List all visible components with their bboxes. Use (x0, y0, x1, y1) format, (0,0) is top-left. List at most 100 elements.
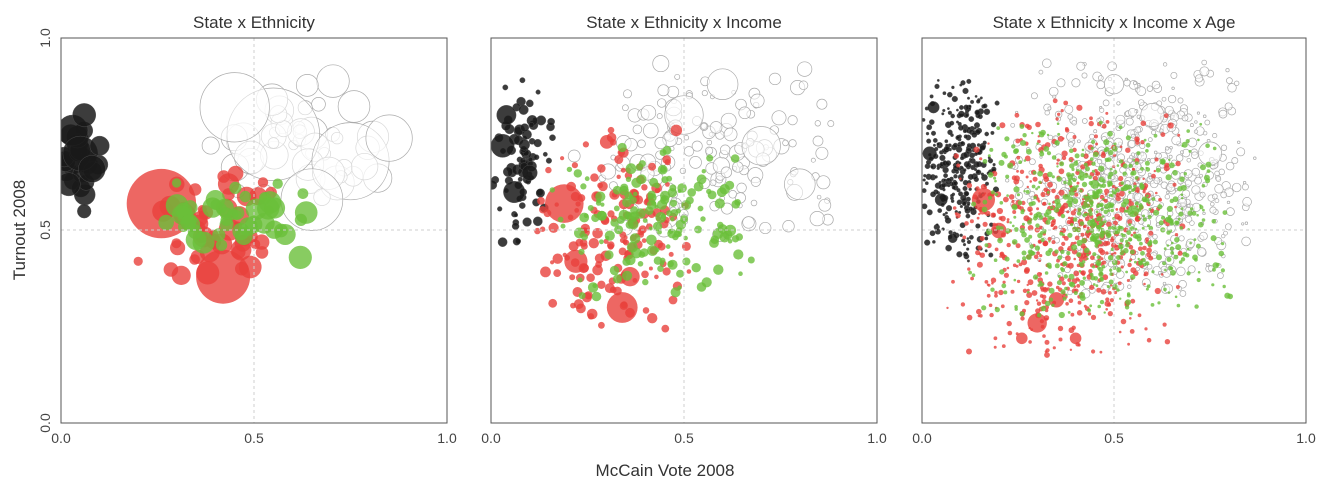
panel-3-series-2-point-474 (1067, 248, 1070, 251)
panel-3-series-4-point-100 (1151, 80, 1161, 90)
panel-3-series-4-point-518 (1214, 237, 1223, 246)
panel-3-series-3-point-552 (1108, 181, 1113, 187)
panel-3-series-3-point-562 (1178, 211, 1184, 217)
panel-3-series-4-point-381 (1176, 266, 1186, 276)
panel-3-series-3-point-194 (1185, 139, 1190, 144)
panel-3-series-3-point-513 (1186, 129, 1190, 133)
panel-3-series-4-point-10 (1149, 157, 1156, 164)
panel-3-series-2-point-511 (1001, 344, 1006, 348)
panel-3-series-1-point-184 (945, 244, 952, 252)
panel-3-series-3-point-377 (1062, 261, 1068, 267)
panel-3-series-3-point-483 (1194, 257, 1198, 262)
panel-3-series-2-point-422 (970, 276, 974, 281)
panel-3-series-2-point-295 (1062, 137, 1065, 140)
panel-2-series-4-point-119 (623, 89, 632, 99)
panel-3-series-4-point-83 (1147, 158, 1151, 162)
panel-3-series-4-point-373 (1194, 120, 1198, 124)
panel-3-series-3-point-332 (1128, 163, 1133, 168)
panel-3-series-4-point-583 (1096, 158, 1103, 165)
panel-3-series-3-point-186 (1013, 215, 1017, 219)
panel-1-series-3-point-31 (253, 212, 275, 234)
panel-3-series-1-point-216 (935, 223, 939, 227)
panel-2-series-1-point-71 (497, 206, 503, 212)
panel-3-series-2-point-256 (952, 206, 957, 210)
panel-3-series-2-point-243 (1163, 113, 1169, 119)
panel-3-series-1-point-292 (950, 196, 954, 201)
panel-2-series-3-point-137 (595, 191, 606, 202)
panel-3-series-1-point-249 (944, 146, 950, 151)
panel-2-series-3-point-100 (653, 256, 663, 265)
panel-3-series-3-point-557 (1084, 166, 1090, 172)
panel-3-series-1-point-196 (988, 252, 994, 258)
panel-3-series-3-point-85 (1197, 138, 1200, 142)
panel-3-series-3-point-325 (1108, 171, 1114, 177)
panel-3-series-2-point-310 (1167, 122, 1174, 129)
panel-2-series-2-point-49 (582, 141, 590, 148)
panel-3-series-3-point-362 (1081, 204, 1087, 210)
panel-3-series-2-point-533 (1016, 169, 1019, 173)
panel-2-series-3-point-26 (560, 223, 566, 229)
panel-3-series-3-point-110 (1040, 237, 1045, 243)
panel-3-series-1-point-101 (965, 213, 971, 219)
panel-3-series-4-point-336 (1042, 58, 1052, 69)
panel-3-series-4-point-563 (1071, 120, 1077, 126)
panel-3-series-2-point-417 (1126, 279, 1130, 282)
panel-3-series-4-point-490 (1179, 290, 1187, 297)
panel-3-series-4-point-429 (1047, 134, 1053, 141)
panel-3-series-3-point-18 (1145, 149, 1149, 153)
panel-3-series-1-point-261 (973, 167, 978, 172)
panel-2-series-3-point-123 (605, 235, 610, 240)
panel-3-series-2-point-229 (1163, 165, 1170, 172)
panel-3-series-3-point-87 (1108, 279, 1114, 285)
panel-1-series-2-point-37 (171, 265, 191, 285)
panel-1-series-4-point-47 (199, 72, 270, 143)
panel-3-series-3-point-278 (1125, 299, 1132, 306)
panel-3-series-3-point-44 (1145, 194, 1149, 198)
panel-3-series-2-point-491 (1092, 175, 1098, 181)
panel-3-series-1-point-254 (956, 199, 963, 206)
panel-3-series-2-point-300 (1076, 181, 1080, 185)
panel-1-series-3-point-40 (229, 181, 242, 194)
panel-3-series-3-point-337 (1091, 169, 1095, 173)
panel-3-series-2-point-198 (1012, 210, 1017, 214)
panel-3-series-3-point-274 (1163, 247, 1167, 251)
panel-3-series-3-point-376 (1090, 275, 1096, 281)
panel-2-series-3-point-90 (583, 213, 589, 218)
panel-3-series-3-point-69 (1122, 171, 1127, 176)
panel-3-series-2-point-605 (1016, 332, 1028, 345)
panel-2-series-3-point-41 (642, 218, 648, 223)
panel-3-series-1-point-131 (941, 112, 945, 116)
panel-3-series-2-point-591 (1153, 169, 1157, 173)
panel-2-series-3-point-110 (694, 225, 702, 234)
panel-3-series-3-point-255 (1036, 142, 1039, 145)
panel-3-series-1-point-75 (951, 95, 958, 103)
panel-2-series-3-point-122 (587, 282, 599, 293)
panel-3-series-3-point-417 (1043, 146, 1050, 152)
panel-3-series-3-point-435 (1024, 237, 1030, 243)
panel-3-series-3-point-288 (1026, 290, 1030, 294)
panel-3-series-2-point-499 (1091, 349, 1096, 354)
panel-2-series-4-point-21 (736, 182, 747, 193)
panel-3-series-2-point-244 (1160, 132, 1166, 138)
panel-3-series-1-point-271 (936, 142, 940, 146)
panel-2-series-3-point-92 (677, 189, 682, 194)
panel-3-series-3-point-540 (1133, 184, 1137, 189)
panel-3-series-3-point-140 (1116, 267, 1122, 273)
panel-2-frame (490, 37, 878, 424)
panel-2-series-1-point-55 (491, 180, 498, 190)
panel-3-series-3-point-124 (1060, 213, 1066, 219)
panel-3-series-3-point-356 (993, 176, 997, 180)
panel-3-series-3-point-427 (1032, 274, 1039, 280)
panel-3-series-3-point-358 (1179, 226, 1183, 230)
panel-2-series-3-point-115 (617, 142, 627, 153)
panel-3-series-2-point-140 (1073, 241, 1077, 245)
panel-3-series-3-point-25 (1072, 198, 1079, 205)
panel-2-series-2-point-21 (586, 273, 595, 283)
panel-3-series-2-point-303 (1027, 225, 1034, 231)
panel-3-series-3-point-55 (1116, 164, 1120, 167)
panel-3-series-4-point-391 (1210, 201, 1215, 207)
panel-3-series-2-point-510 (977, 245, 982, 250)
panel-2: State x Ethnicity x Income 0.0 0.5 1.0 (481, 13, 887, 446)
panel-2-series-3-point-60 (747, 256, 755, 264)
panel-3-series-2-point-395 (1014, 112, 1020, 118)
